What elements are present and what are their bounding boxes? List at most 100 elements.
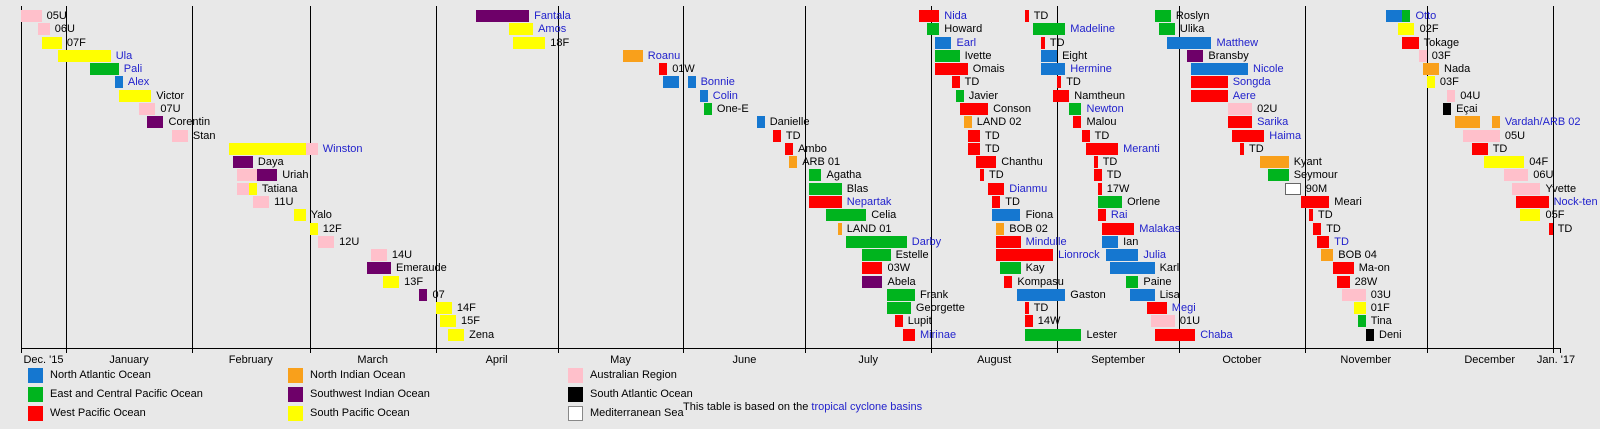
storm-label: 18F <box>550 36 570 49</box>
storm-label[interactable]: Rai <box>1110 209 1128 222</box>
storm-label[interactable]: Darby <box>911 235 942 248</box>
storm-label[interactable]: Nepartak <box>846 195 892 208</box>
storm-bar <box>248 182 257 195</box>
storm-label: 14U <box>391 249 413 261</box>
storm-label[interactable]: Vardah/ARB 02 <box>1504 116 1581 129</box>
storm-label: Uriah <box>282 169 309 182</box>
storm-label[interactable]: Mirinae <box>920 328 957 341</box>
storm-label: TD <box>1318 209 1333 222</box>
storm-bar <box>1398 23 1415 36</box>
storm-label[interactable]: Earl <box>956 36 977 49</box>
month-label: August <box>977 354 1012 366</box>
storm-bar <box>1516 195 1549 208</box>
storm-label[interactable]: Amos <box>538 23 567 36</box>
legend-label-nio: North Indian Ocean <box>310 369 406 381</box>
month-gridline <box>1426 6 1428 348</box>
storm-bar <box>967 129 980 142</box>
storm-label[interactable]: Roanu <box>647 49 681 62</box>
storm-label[interactable]: Meranti <box>1123 142 1160 155</box>
storm-label[interactable]: TD <box>1334 235 1349 248</box>
storm-bar <box>1032 23 1066 36</box>
storm-label[interactable]: Mindulle <box>1025 235 1067 248</box>
storm-label[interactable]: Aere <box>1232 89 1256 102</box>
storm-label[interactable]: Nicole <box>1253 63 1284 76</box>
legend-swatch-med <box>568 406 583 421</box>
storm-label[interactable]: Chaba <box>1200 328 1233 341</box>
storm-bar <box>1166 36 1212 49</box>
storm-bar <box>1227 116 1253 129</box>
storm-label[interactable]: Fantala <box>534 10 571 22</box>
storm-label[interactable]: Dianmu <box>1009 182 1048 195</box>
storm-bar <box>992 195 1001 208</box>
storm-label: 07U <box>160 103 181 115</box>
storm-bar <box>789 156 798 169</box>
storm-label: 12F <box>322 222 342 235</box>
storm-label: Namtheun <box>1074 89 1126 102</box>
tropical-cyclone-basins-link[interactable]: tropical cyclone basins <box>811 401 923 413</box>
storm-label: Roslyn <box>1175 10 1210 22</box>
storm-label[interactable]: Colin <box>712 89 738 102</box>
storm-bar <box>1073 116 1082 129</box>
storm-label[interactable]: Ula <box>115 49 133 62</box>
month-gridline <box>435 6 437 348</box>
storm-bar <box>862 262 883 275</box>
storm-label: 06U <box>1533 169 1554 182</box>
storm-label[interactable]: Otto <box>1415 10 1437 22</box>
month-label: July <box>858 354 878 366</box>
storm-label[interactable]: Nida <box>944 10 967 22</box>
storm-bar <box>1426 76 1435 89</box>
storm-label: Lisa <box>1159 288 1180 301</box>
month-gridline <box>931 6 933 348</box>
storm-label[interactable]: Bonnie <box>700 76 735 89</box>
storm-label: 11U <box>274 195 294 208</box>
storm-label[interactable]: Megi <box>1171 302 1196 315</box>
storm-label[interactable]: Lionrock <box>1058 249 1100 261</box>
storm-label[interactable]: Pali <box>123 63 143 76</box>
storm-bar <box>1260 156 1289 169</box>
storm-bar <box>1093 156 1098 169</box>
storm-bar <box>886 288 915 301</box>
axis-tick <box>683 348 685 353</box>
storm-bar <box>1109 262 1155 275</box>
storm-label: 05F <box>1545 209 1565 222</box>
storm-bar <box>1309 209 1314 222</box>
storm-label[interactable]: Malakas <box>1139 222 1181 235</box>
storm-label[interactable]: Haima <box>1269 129 1302 142</box>
storm-bar <box>699 89 708 102</box>
storm-label: 17W <box>1106 182 1130 195</box>
storm-label: 04U <box>1460 89 1481 102</box>
storm-label[interactable]: Matthew <box>1216 36 1259 49</box>
storm-label: Howard <box>944 23 983 36</box>
storm-label[interactable]: Madeline <box>1070 23 1115 36</box>
storm-bar <box>1548 222 1553 235</box>
storm-label: 28W <box>1354 275 1378 288</box>
axis-tick <box>66 348 67 353</box>
storm-bar <box>1040 49 1058 62</box>
storm-bar <box>508 23 534 36</box>
axis-tick <box>1179 348 1180 353</box>
storm-bar <box>1284 182 1301 195</box>
storm-label: One-E <box>716 103 749 115</box>
storm-label[interactable]: Songda <box>1232 76 1271 89</box>
storm-label[interactable]: Sarika <box>1257 116 1289 129</box>
storm-label: Bransby <box>1208 49 1249 62</box>
storm-label[interactable]: Hermine <box>1070 63 1112 76</box>
storm-label[interactable]: Winston <box>322 142 363 155</box>
storm-label[interactable]: Julia <box>1143 249 1167 261</box>
storm-label[interactable]: Newton <box>1086 103 1124 115</box>
storm-bar <box>366 262 391 275</box>
storm-label: Abela <box>887 275 916 288</box>
storm-bar <box>935 63 968 76</box>
storm-label[interactable]: Alex <box>127 76 150 89</box>
storm-label: 15F <box>461 315 480 328</box>
legend-label-natl: North Atlantic Ocean <box>50 369 151 381</box>
storm-label[interactable]: Nock-ten <box>1553 195 1598 208</box>
storm-label: Kay <box>1025 262 1045 275</box>
storm-bar <box>1231 129 1265 142</box>
storm-bar <box>1057 76 1062 89</box>
storm-label: Stan <box>192 129 216 142</box>
storm-label: Celia <box>871 209 897 222</box>
storm-label: TD <box>1066 76 1081 89</box>
storm-bar <box>837 222 842 235</box>
storm-bar <box>171 129 188 142</box>
